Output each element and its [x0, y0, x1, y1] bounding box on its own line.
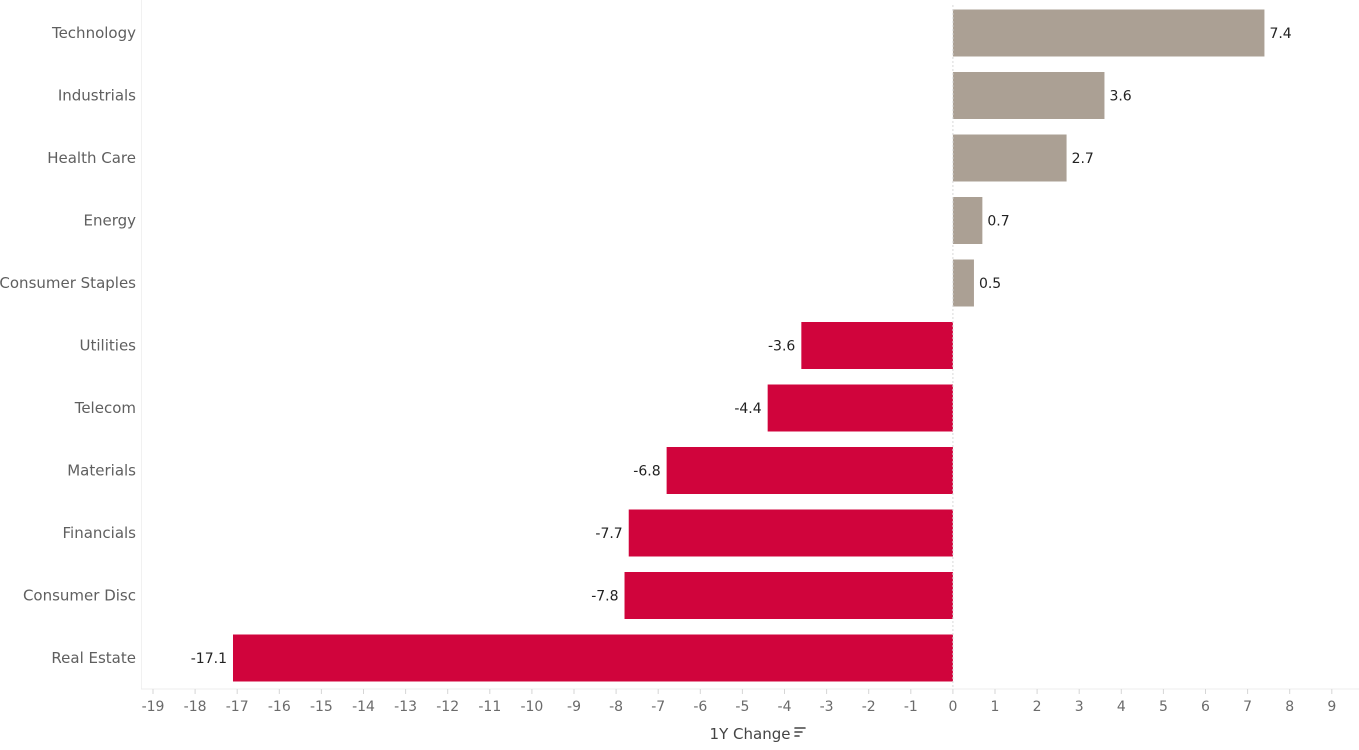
- x-tick-label: -18: [184, 699, 207, 715]
- data-label: 7.4: [1269, 26, 1291, 42]
- x-tick-label: 4: [1117, 699, 1126, 715]
- bar-financials[interactable]: [628, 509, 953, 557]
- category-label: Industrials: [58, 87, 136, 105]
- x-tick-label: -11: [478, 699, 501, 715]
- x-tick-label: -4: [778, 699, 792, 715]
- x-tick-label: -7: [651, 699, 665, 715]
- category-labels-layer: Technology Industrials Health Care Energy Co…: [0, 24, 136, 667]
- x-tick-label: 3: [1075, 699, 1084, 715]
- x-tick-label: 1: [991, 699, 1000, 715]
- x-tick-label: -17: [226, 699, 249, 715]
- x-tick-label: -15: [310, 699, 333, 715]
- data-label: 0.7: [987, 214, 1009, 230]
- data-label: 0.5: [979, 276, 1001, 292]
- sort-descending-icon[interactable]: [794, 727, 806, 737]
- category-label: Health Care: [47, 149, 136, 167]
- data-label: 2.7: [1072, 151, 1094, 167]
- bar-materials[interactable]: [666, 447, 953, 494]
- x-tick-label: -14: [352, 699, 375, 715]
- bar-utilities[interactable]: [801, 322, 953, 369]
- x-tick-label: -9: [567, 699, 581, 715]
- bar-consumer-disc[interactable]: [624, 572, 953, 619]
- bar-energy[interactable]: [952, 197, 983, 244]
- data-label: -4.4: [734, 401, 761, 417]
- x-tick-label: -10: [520, 699, 543, 715]
- data-label: -7.7: [595, 526, 622, 542]
- x-tick-label: 2: [1033, 699, 1042, 715]
- category-label: Consumer Disc: [23, 587, 136, 605]
- x-tick-label: -19: [142, 699, 165, 715]
- x-tick-label: 9: [1327, 699, 1336, 715]
- category-label: Energy: [83, 212, 136, 230]
- x-tick-label: 6: [1201, 699, 1210, 715]
- value-labels-layer: 7.4 3.6 2.7 0.7 0.5 -3.6 -4.4 -6.8 -7.7 -7.8 -17.1: [191, 26, 1292, 667]
- category-label: Financials: [63, 524, 137, 542]
- x-tick-label: 0: [948, 699, 957, 715]
- x-tick-label: 7: [1243, 699, 1252, 715]
- category-label: Materials: [67, 462, 136, 480]
- x-tick-label: -13: [394, 699, 417, 715]
- x-tick-label: -2: [862, 699, 876, 715]
- x-tick-label: -3: [820, 699, 834, 715]
- x-axis: -19 -18 -17 -16 -15 -14 -13 -12 -11 -10 -9 -8 -7 -6 -5…: [141, 0, 1359, 715]
- bar-health-care[interactable]: [952, 134, 1067, 182]
- x-tick-label: -6: [693, 699, 707, 715]
- x-tick-label: 8: [1285, 699, 1294, 715]
- x-tick-label: -1: [904, 699, 918, 715]
- bars-layer: [232, 9, 1265, 682]
- x-tick-label: -16: [268, 699, 291, 715]
- bar-consumer-staples[interactable]: [952, 259, 974, 307]
- data-label: -3.6: [768, 339, 795, 355]
- x-tick-label: -8: [609, 699, 623, 715]
- category-label: Real Estate: [51, 649, 136, 667]
- x-tick-label: -5: [735, 699, 749, 715]
- data-label: -6.8: [633, 464, 660, 480]
- category-label: Consumer Staples: [0, 274, 136, 292]
- bar-real-estate[interactable]: [232, 634, 953, 682]
- x-axis-title-group[interactable]: 1Y Change: [710, 725, 806, 743]
- category-label: Telecom: [74, 399, 136, 417]
- data-label: 3.6: [1109, 89, 1131, 105]
- category-label: Utilities: [80, 337, 137, 355]
- x-axis-title: 1Y Change: [710, 725, 791, 743]
- category-label: Technology: [51, 24, 136, 42]
- bar-telecom[interactable]: [767, 384, 953, 432]
- bar-technology[interactable]: [952, 9, 1265, 57]
- bar-industrials[interactable]: [952, 72, 1105, 119]
- data-label: -7.8: [591, 589, 618, 605]
- x-tick-label: -12: [436, 699, 459, 715]
- x-tick-label: 5: [1159, 699, 1168, 715]
- data-label: -17.1: [191, 651, 227, 667]
